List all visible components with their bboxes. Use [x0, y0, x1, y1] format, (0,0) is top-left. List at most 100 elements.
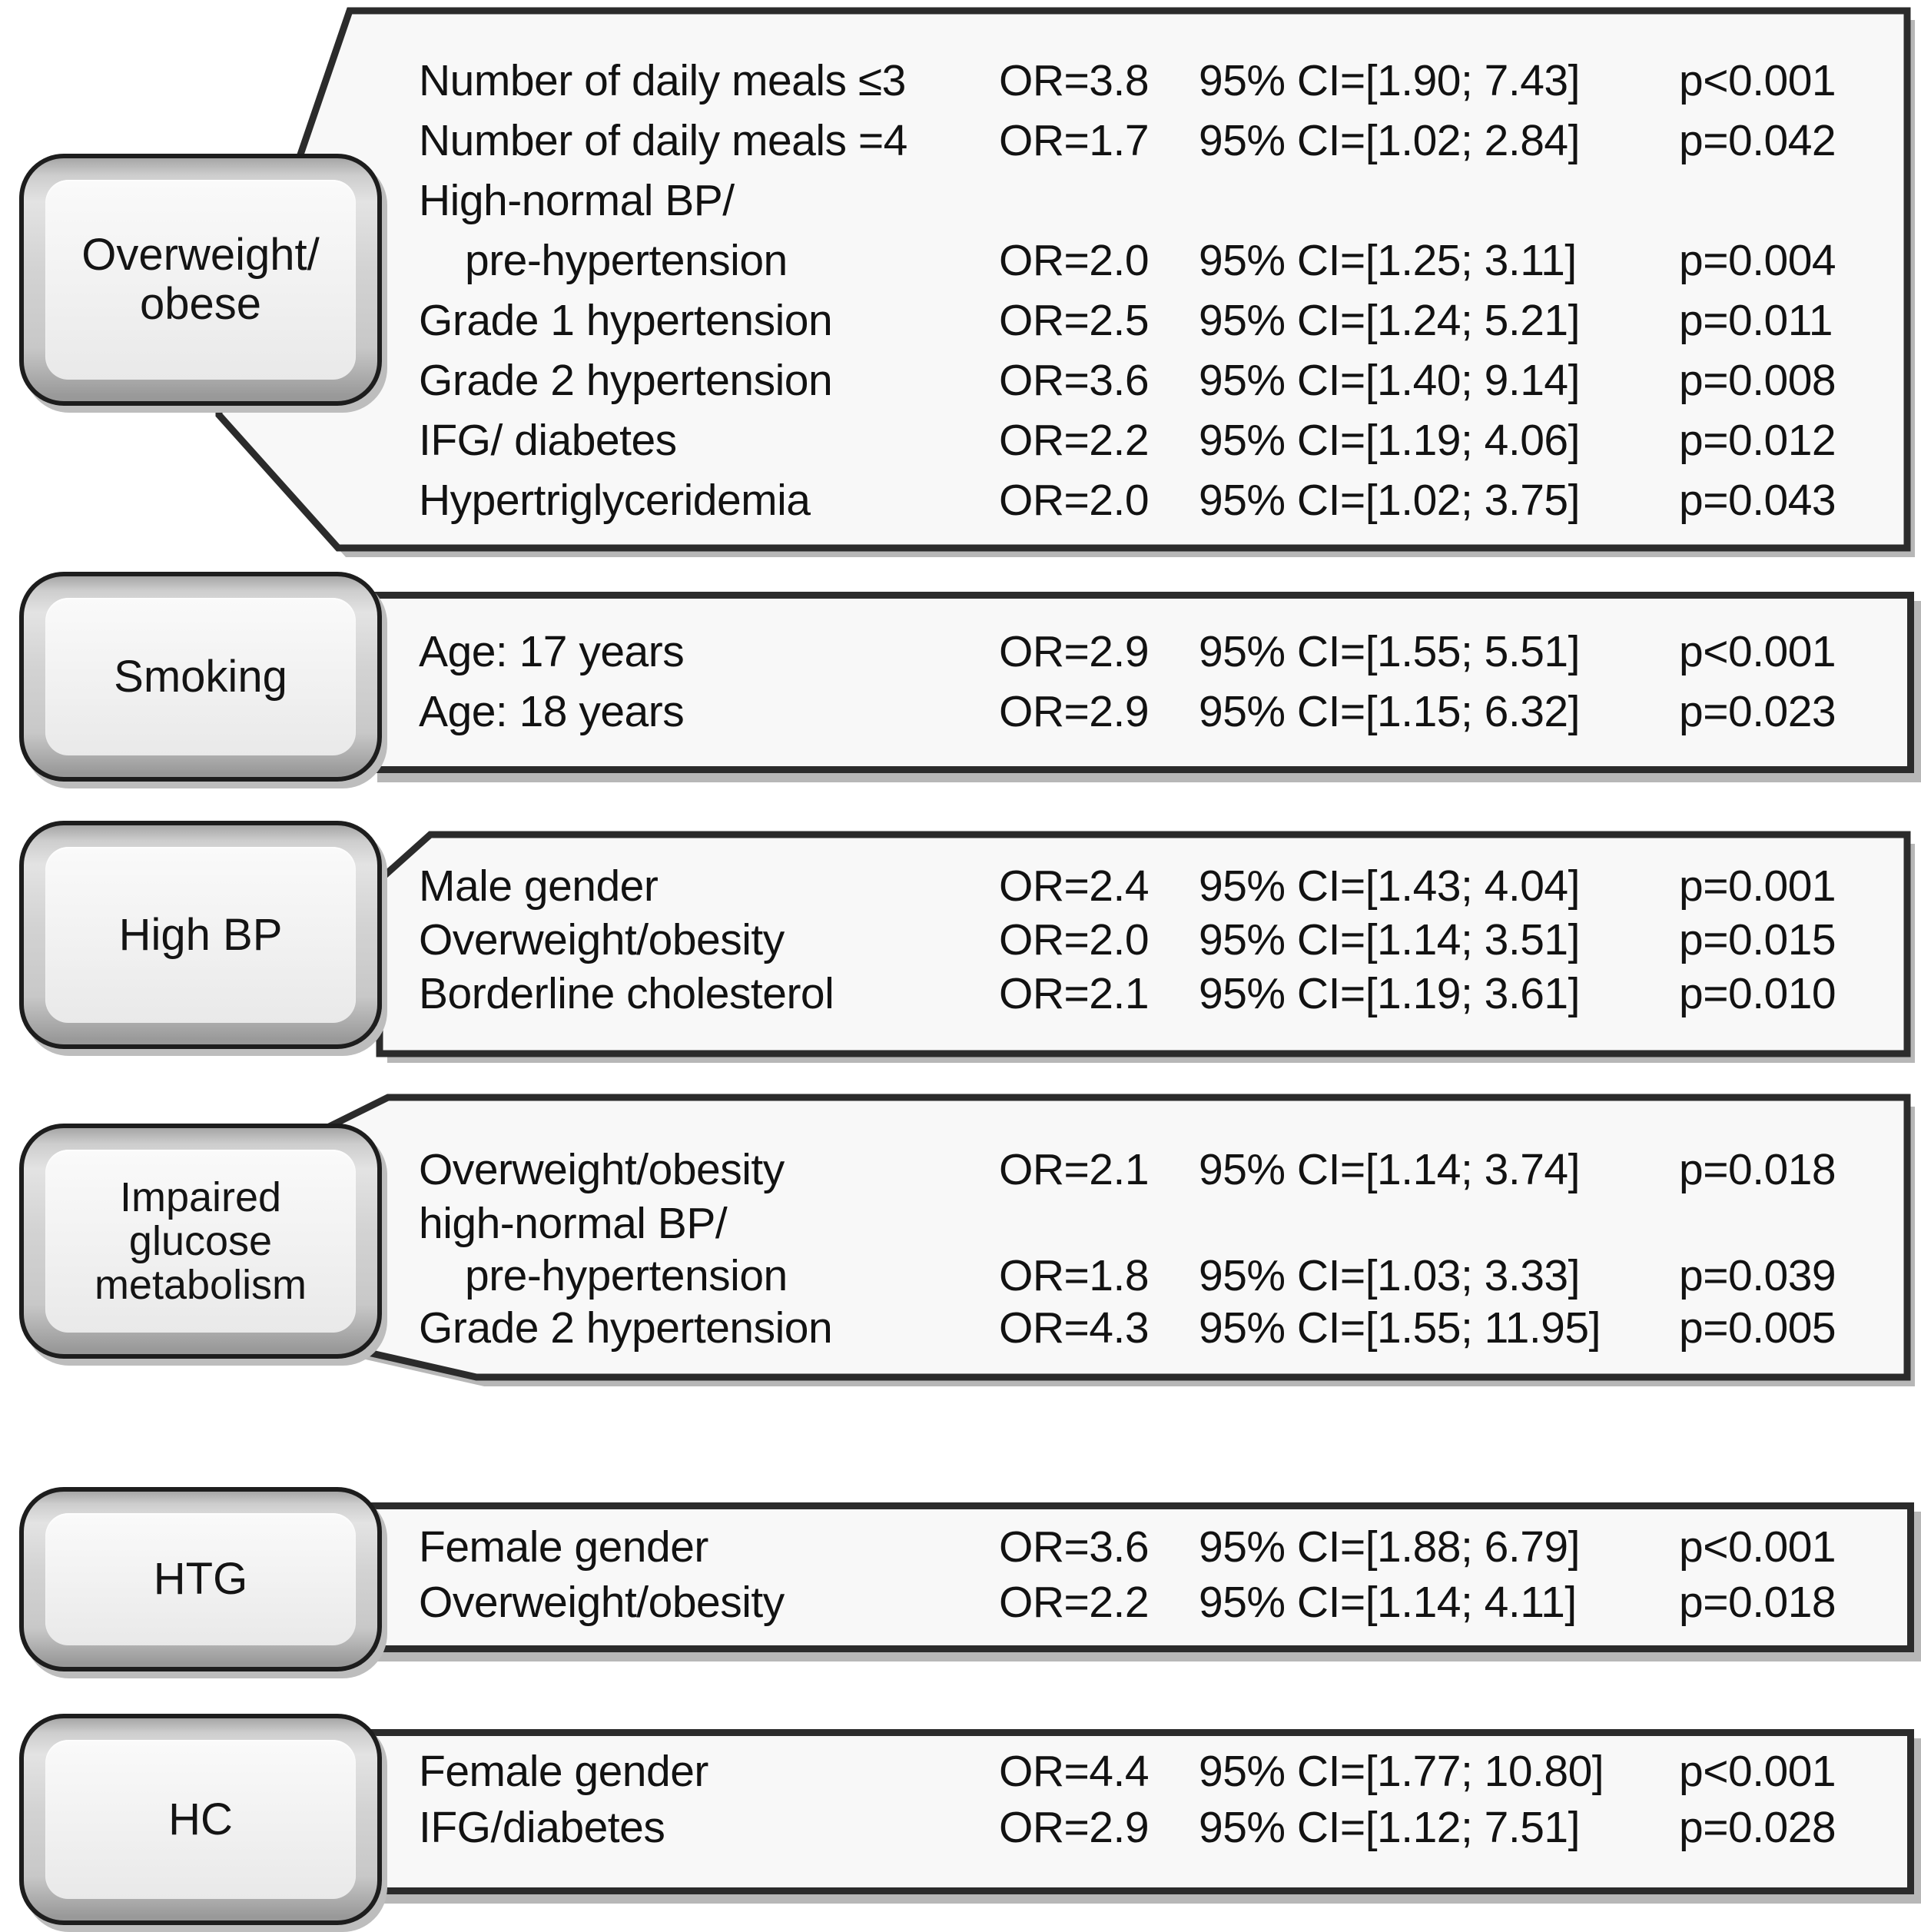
or-value: OR=2.1: [999, 969, 1150, 1018]
or-value: OR=2.2: [999, 416, 1150, 465]
ci-value: 95% CI=[1.19; 3.61]: [1199, 969, 1580, 1018]
table-row: Male gender OR=2.4 95% CI=[1.43; 4.04] p=0.…: [0, 855, 1921, 917]
ci-value: 95% CI=[1.14; 3.74]: [1199, 1145, 1580, 1194]
risk-factor-label: Female gender: [419, 1522, 708, 1572]
risk-factor-label: Male gender: [419, 861, 659, 911]
label-box-title: Overweight/ obese: [81, 230, 320, 329]
p-value: p=0.023: [1679, 687, 1836, 736]
table-row: Hypertriglyceridemia OR=2.0 95% CI=[1.02; …: [0, 470, 1921, 531]
label-box-bevel: [45, 598, 356, 755]
ci-value: 95% CI=[1.15; 6.32]: [1199, 687, 1580, 736]
table-row: Female gender OR=4.4 95% CI=[1.77; 10.80] p…: [0, 1741, 1921, 1802]
table-row: Overweight/obesity OR=2.2 95% CI=[1.14; 4.…: [0, 1572, 1921, 1633]
ci-value: 95% CI=[1.19; 4.06]: [1199, 416, 1580, 465]
p-value: p=0.015: [1679, 915, 1836, 964]
label-box-bevel: [45, 180, 356, 380]
label-box-htg: HTG: [19, 1487, 382, 1671]
or-value: OR=3.6: [999, 1522, 1150, 1572]
table-row: Grade 1 hypertension OR=2.5 95% CI=[1.24; …: [0, 290, 1921, 351]
or-value: OR=3.8: [999, 56, 1150, 105]
label-box-smoking: Smoking: [19, 572, 382, 782]
label-box-title: High BP: [118, 909, 283, 960]
p-value: p<0.001: [1679, 56, 1836, 105]
ci-value: 95% CI=[1.12; 7.51]: [1199, 1803, 1580, 1852]
table-row: IFG/ diabetes OR=2.2 95% CI=[1.19; 4.06] p=…: [0, 410, 1921, 471]
p-value: p=0.001: [1679, 861, 1836, 911]
label-box-bevel: [45, 847, 356, 1023]
ci-value: 95% CI=[1.43; 4.04]: [1199, 861, 1580, 911]
or-value: OR=2.4: [999, 861, 1150, 911]
label-box-high-bp: High BP: [19, 821, 382, 1049]
p-value: p=0.039: [1679, 1251, 1836, 1300]
panel-htg: [370, 1502, 1914, 1652]
risk-factor-label: pre-hypertension: [465, 236, 788, 285]
risk-factor-label: high-normal BP/: [419, 1199, 728, 1248]
or-value: OR=4.3: [999, 1303, 1150, 1353]
risk-factor-label: Hypertriglyceridemia: [419, 476, 811, 525]
ci-value: 95% CI=[1.90; 7.43]: [1199, 56, 1580, 105]
p-value: p=0.028: [1679, 1803, 1836, 1852]
table-row: Age: 17 years OR=2.9 95% CI=[1.55; 5.51] p<…: [0, 621, 1921, 682]
p-value: p=0.010: [1679, 969, 1836, 1018]
ci-value: 95% CI=[1.77; 10.80]: [1199, 1747, 1604, 1796]
risk-factor-label: Age: 18 years: [419, 687, 685, 736]
label-box-overweight-obese: Overweight/ obese: [19, 154, 382, 406]
or-value: OR=1.8: [999, 1251, 1150, 1300]
table-row: pre-hypertension OR=2.0 95% CI=[1.25; 3.11…: [0, 230, 1921, 291]
table-row: pre-hypertension OR=1.8 95% CI=[1.03; 3.33…: [0, 1245, 1921, 1306]
label-box-impaired-glucose-metabolism: Impaired glucose metabolism: [19, 1124, 382, 1359]
ci-value: 95% CI=[1.55; 11.95]: [1199, 1303, 1601, 1353]
or-value: OR=2.0: [999, 236, 1150, 285]
p-value: p<0.001: [1679, 1747, 1836, 1796]
table-row: High-normal BP/: [0, 170, 1921, 231]
p-value: p=0.012: [1679, 416, 1836, 465]
p-value: p=0.005: [1679, 1303, 1836, 1353]
risk-factor-label: Overweight/obesity: [419, 1145, 785, 1194]
or-value: OR=3.6: [999, 356, 1150, 405]
panel-hc: [370, 1729, 1914, 1894]
table-row: IFG/diabetes OR=2.9 95% CI=[1.12; 7.51] p=0…: [0, 1797, 1921, 1858]
ci-value: 95% CI=[1.55; 5.51]: [1199, 627, 1580, 676]
p-value: p=0.042: [1679, 116, 1836, 165]
ci-value: 95% CI=[1.88; 6.79]: [1199, 1522, 1580, 1572]
label-box-bevel: [45, 1150, 356, 1333]
p-value: p=0.004: [1679, 236, 1836, 285]
risk-factor-label: pre-hypertension: [465, 1251, 788, 1300]
p-value: p=0.018: [1679, 1145, 1836, 1194]
p-value: p=0.018: [1679, 1578, 1836, 1627]
or-value: OR=2.0: [999, 476, 1150, 525]
p-value: p=0.043: [1679, 476, 1836, 525]
ci-value: 95% CI=[1.25; 3.11]: [1199, 236, 1577, 285]
panel-smoking: [370, 592, 1914, 773]
or-value: OR=2.1: [999, 1145, 1150, 1194]
label-box-hc: HC: [19, 1714, 382, 1925]
label-box-title: HTG: [153, 1554, 248, 1604]
table-row: Overweight/obesity OR=2.0 95% CI=[1.14; 3.…: [0, 909, 1921, 971]
ci-value: 95% CI=[1.14; 4.11]: [1199, 1578, 1577, 1627]
or-value: OR=1.7: [999, 116, 1150, 165]
risk-factor-label: Grade 2 hypertension: [419, 1303, 833, 1353]
ci-value: 95% CI=[1.03; 3.33]: [1199, 1251, 1580, 1300]
label-box-title: HC: [168, 1794, 233, 1844]
ci-value: 95% CI=[1.24; 5.21]: [1199, 296, 1580, 345]
risk-factor-label: Age: 17 years: [419, 627, 685, 676]
or-value: OR=2.9: [999, 1803, 1150, 1852]
table-row: Female gender OR=3.6 95% CI=[1.88; 6.79] p<…: [0, 1516, 1921, 1578]
risk-factor-label: High-normal BP/: [419, 176, 735, 225]
label-box-bevel: [45, 1513, 356, 1645]
ci-value: 95% CI=[1.40; 9.14]: [1199, 356, 1580, 405]
table-row: Number of daily meals ≤3 OR=3.8 95% CI=[1.…: [0, 50, 1921, 111]
panel-shape-highbp: [376, 831, 1911, 1057]
or-value: OR=2.2: [999, 1578, 1150, 1627]
or-value: OR=2.9: [999, 687, 1150, 736]
table-row: Grade 2 hypertension OR=4.3 95% CI=[1.55; …: [0, 1297, 1921, 1359]
table-row: Number of daily meals =4 OR=1.7 95% CI=[1.…: [0, 110, 1921, 171]
p-value: p<0.001: [1679, 1522, 1836, 1572]
table-row: Age: 18 years OR=2.9 95% CI=[1.15; 6.32] p=…: [0, 681, 1921, 742]
ci-value: 95% CI=[1.14; 3.51]: [1199, 915, 1580, 964]
table-row: Borderline cholesterol OR=2.1 95% CI=[1.19…: [0, 963, 1921, 1024]
table-row: Grade 2 hypertension OR=3.6 95% CI=[1.40; …: [0, 350, 1921, 411]
